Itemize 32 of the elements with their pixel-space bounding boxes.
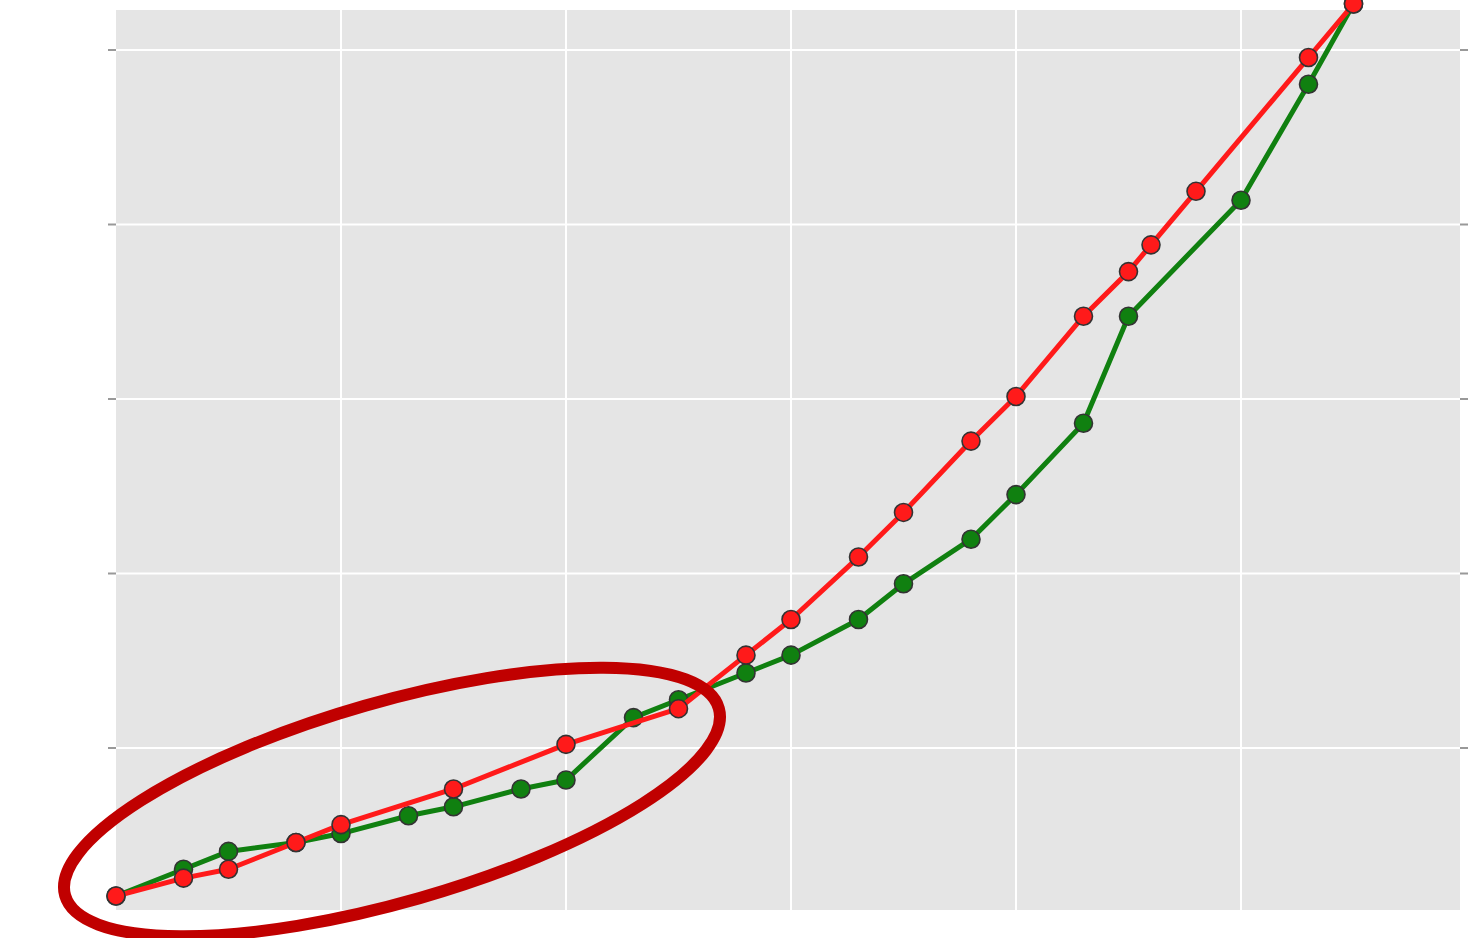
point xyxy=(848,547,869,567)
point xyxy=(556,734,576,755)
point xyxy=(1006,484,1026,505)
point xyxy=(556,770,576,790)
point xyxy=(668,698,689,719)
point xyxy=(1118,306,1139,326)
point xyxy=(1118,261,1139,282)
point xyxy=(398,805,419,826)
point xyxy=(961,529,981,549)
point xyxy=(1073,306,1094,326)
point xyxy=(893,574,914,594)
point xyxy=(173,868,194,888)
point xyxy=(1073,413,1094,434)
point xyxy=(443,779,464,799)
point xyxy=(511,779,531,799)
point xyxy=(781,609,801,630)
point xyxy=(218,859,239,880)
point xyxy=(1298,47,1319,68)
point xyxy=(1006,386,1026,407)
point xyxy=(961,431,981,451)
point xyxy=(1231,190,1251,211)
point xyxy=(218,841,239,862)
point xyxy=(848,609,869,630)
point xyxy=(781,645,801,665)
point xyxy=(1186,181,1206,202)
point xyxy=(893,502,914,523)
point xyxy=(736,663,756,683)
point xyxy=(1141,235,1161,255)
point xyxy=(736,645,756,665)
point xyxy=(443,797,464,817)
point xyxy=(331,814,351,835)
point xyxy=(1298,74,1319,95)
